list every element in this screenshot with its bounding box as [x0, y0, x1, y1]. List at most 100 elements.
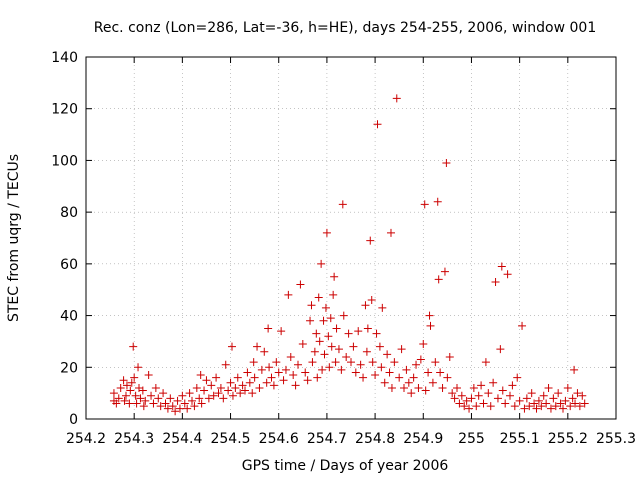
data-point-plus — [269, 381, 278, 390]
data-point-plus — [141, 396, 150, 405]
data-point-plus — [561, 396, 570, 405]
data-point-plus — [224, 386, 233, 395]
data-point-plus — [375, 342, 384, 351]
data-point-plus — [197, 399, 206, 408]
data-point-plus — [462, 396, 471, 405]
data-point-plus — [530, 399, 539, 408]
data-point-plus — [559, 404, 567, 413]
data-point-plus — [188, 396, 196, 405]
data-point-plus — [168, 402, 177, 411]
x-tick-label: 254.2 — [66, 431, 106, 447]
data-point-plus — [527, 389, 536, 398]
data-point-plus — [262, 378, 271, 387]
data-point-plus — [349, 342, 358, 351]
data-point-plus — [301, 368, 310, 377]
data-point-plus — [147, 391, 156, 400]
data-point-plus — [245, 378, 254, 387]
data-point-plus — [497, 262, 506, 271]
data-point-plus — [508, 381, 517, 390]
data-point-plus — [312, 329, 321, 338]
data-point-plus — [264, 324, 273, 333]
data-point-plus — [532, 404, 541, 413]
data-point-plus — [549, 394, 558, 403]
data-point-plus — [469, 383, 478, 392]
x-tick-label: 255.3 — [596, 431, 636, 447]
data-point-plus — [400, 383, 408, 392]
data-point-plus — [241, 386, 249, 395]
x-tick-label: 255.2 — [548, 431, 588, 447]
data-point-plus — [190, 402, 199, 411]
x-tick-label: 254.6 — [259, 431, 299, 447]
data-point-plus — [368, 358, 377, 367]
data-point-plus — [185, 389, 194, 398]
data-point-plus — [325, 363, 334, 372]
data-point-plus — [347, 358, 355, 367]
data-point-plus — [120, 396, 129, 405]
x-tick-label: 254.5 — [210, 431, 250, 447]
data-point-plus — [570, 365, 579, 374]
data-point-plus — [465, 404, 474, 413]
data-point-plus — [448, 389, 457, 398]
data-point-plus — [195, 394, 204, 403]
data-point-plus — [420, 200, 429, 209]
data-point-plus — [320, 350, 329, 359]
data-point-plus — [498, 386, 507, 395]
data-point-plus — [450, 394, 459, 403]
data-point-plus — [149, 399, 158, 408]
data-point-plus — [356, 360, 365, 369]
data-point-plus — [286, 352, 295, 361]
data-point-plus — [578, 391, 587, 400]
data-point-plus — [539, 391, 548, 400]
data-point-plus — [272, 358, 281, 367]
data-point-plus — [395, 373, 404, 382]
data-point-plus — [377, 363, 386, 372]
data-point-plus — [156, 402, 165, 411]
data-point-plus — [443, 373, 452, 382]
data-point-plus — [445, 352, 454, 361]
y-tick-label: 80 — [60, 205, 78, 221]
x-axis: 254.2 254.3 254.4 254.5 254.6 254.7 254.8 254.9… — [66, 57, 636, 447]
y-axis: 0 20 40 60 80 100 120 140 — [51, 50, 616, 428]
data-point-plus — [126, 386, 135, 395]
y-tick-label: 0 — [69, 412, 78, 428]
data-point-plus — [575, 402, 584, 411]
y-tick-label: 100 — [51, 153, 78, 169]
data-point-plus — [114, 394, 123, 403]
data-point-plus — [520, 404, 529, 413]
data-point-plus — [510, 402, 519, 411]
data-point-plus — [431, 358, 440, 367]
data-point-plus — [310, 347, 319, 356]
data-point-plus — [243, 368, 252, 377]
data-point-plus — [138, 386, 147, 395]
data-point-plus — [455, 399, 464, 408]
data-point-plus — [409, 373, 418, 382]
data-point-plus — [318, 365, 327, 374]
data-point-plus — [116, 383, 125, 392]
data-point-plus — [154, 394, 163, 403]
data-point-plus — [361, 301, 370, 310]
data-point-plus — [563, 383, 572, 392]
data-point-plus — [537, 402, 546, 411]
data-point-plus — [134, 363, 143, 372]
data-point-plus — [209, 391, 218, 400]
data-point-plus — [522, 394, 531, 403]
data-point-plus — [132, 399, 141, 408]
data-point-plus — [139, 402, 148, 411]
data-point-plus — [173, 396, 182, 405]
data-point-plus — [554, 389, 563, 398]
data-point-plus — [144, 371, 153, 380]
data-point-plus — [255, 383, 264, 392]
data-point-plus — [489, 378, 498, 387]
data-point-plus — [166, 394, 175, 403]
data-point-plus — [486, 402, 495, 411]
data-point-plus — [298, 340, 307, 349]
data-point-plus — [236, 389, 245, 398]
data-point-plus — [425, 311, 434, 320]
data-point-plus — [556, 399, 565, 408]
data-point-plus — [354, 327, 363, 336]
data-point-plus — [573, 389, 582, 398]
data-point-plus — [513, 373, 522, 382]
y-tick-label: 120 — [51, 102, 78, 118]
data-point-plus — [277, 327, 286, 336]
